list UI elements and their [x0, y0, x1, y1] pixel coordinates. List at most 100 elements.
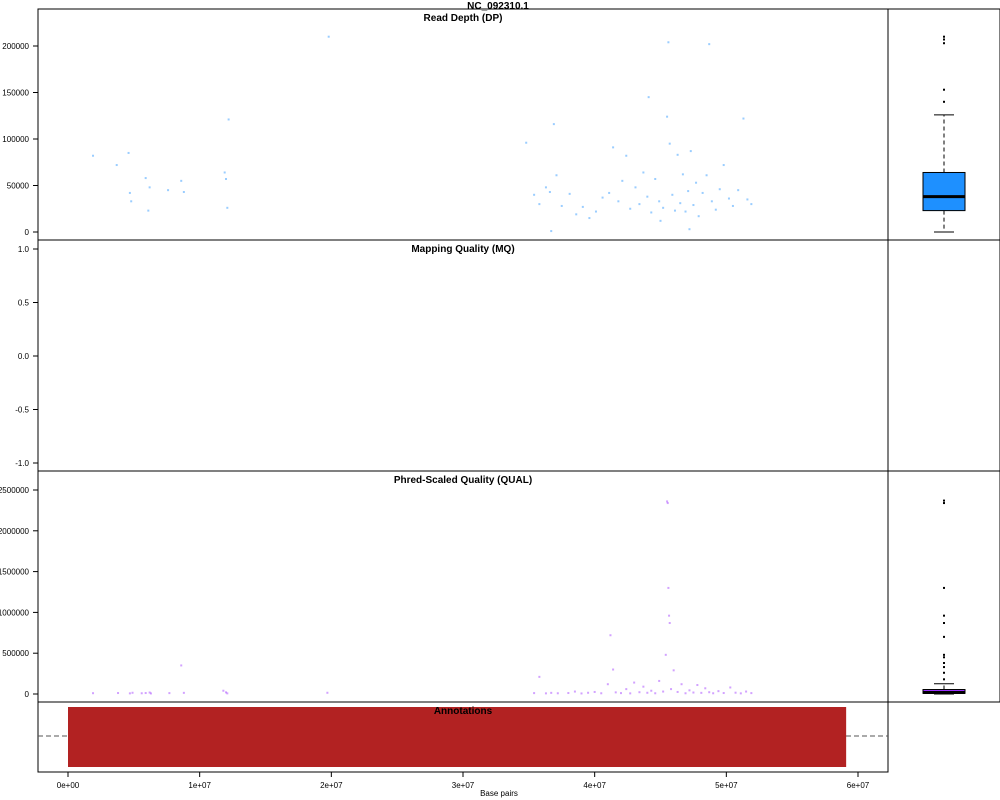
dp-scatter-layer: 0 50000 100000 150000 200000: [2, 35, 753, 237]
dp-point: [568, 192, 571, 195]
qual-point: [708, 691, 711, 694]
dp-point: [727, 197, 730, 200]
mq-y-tick-label: 0.0: [18, 352, 30, 361]
qual-panel-frame: [37, 470, 889, 703]
dp-point: [647, 96, 650, 99]
mq-panel-frame: [37, 239, 889, 472]
dp-box-outlier: [943, 100, 945, 103]
dp-point: [658, 200, 661, 203]
qual-point: [666, 500, 669, 503]
x-tick-label: 5e+07: [715, 781, 738, 790]
dp-point: [575, 213, 578, 216]
dp-box-outlier: [943, 38, 945, 41]
dp-point: [688, 228, 691, 231]
qual-point: [654, 692, 657, 695]
qual-point: [668, 622, 671, 625]
qual-y-tick-label: 1000000: [0, 608, 30, 617]
dp-point: [662, 206, 665, 209]
qual-point: [625, 688, 628, 691]
qual-y-tick-label: 1500000: [0, 568, 30, 577]
mq-box-frame: [887, 239, 1000, 472]
qual-point: [606, 683, 609, 686]
dp-point: [689, 150, 692, 153]
qual-point: [92, 692, 95, 695]
qual-box-outlier: [943, 499, 945, 502]
dp-y-tick-label: 0: [25, 228, 30, 237]
dp-point: [601, 196, 604, 199]
dp-point: [695, 181, 698, 184]
x-tick-label: 3e+07: [452, 781, 475, 790]
dp-point: [673, 209, 676, 212]
dp-point: [629, 207, 632, 210]
qual-point: [676, 690, 679, 693]
qual-point: [696, 684, 699, 687]
dp-y-tick-label: 200000: [2, 42, 29, 51]
mq-y-tick-label: -0.5: [15, 406, 29, 415]
qual-point: [614, 691, 617, 694]
qual-point: [712, 692, 715, 695]
qual-point: [717, 690, 720, 693]
qual-y-tick-label: 2000000: [0, 527, 30, 536]
dp-point: [148, 186, 151, 189]
dp-point: [560, 204, 563, 207]
dp-point: [226, 206, 229, 209]
qual-box-frame: [887, 470, 1000, 703]
dp-point: [708, 43, 711, 46]
x-tick-label: 6e+07: [847, 781, 870, 790]
qual-y-tick-label: 2500000: [0, 486, 30, 495]
qual-point: [612, 668, 615, 671]
qual-box-outlier: [943, 614, 945, 617]
dp-point: [681, 173, 684, 176]
dp-point: [128, 191, 131, 194]
dp-point: [638, 203, 641, 206]
qual-point: [670, 688, 673, 691]
annotation-segment: [68, 707, 847, 767]
dp-point: [667, 41, 670, 44]
qual-point: [672, 669, 675, 672]
qual-boxplot: [922, 499, 966, 695]
qual-point: [144, 692, 147, 695]
dp-point: [533, 193, 536, 196]
qual-box-outlier: [943, 671, 945, 674]
dp-y-tick-label: 50000: [7, 182, 30, 191]
mq-y-tick-label: -1.0: [15, 459, 29, 468]
qual-point: [148, 691, 151, 694]
dp-panel-frame: [37, 8, 889, 241]
qual-point: [544, 692, 547, 695]
dp-point: [525, 141, 528, 144]
qual-point: [668, 614, 671, 617]
dp-boxplot: [922, 35, 966, 233]
mq-title: Mapping Quality (MQ): [411, 244, 514, 255]
qual-point: [680, 683, 683, 686]
dp-point: [705, 174, 708, 177]
dp-point: [646, 195, 649, 198]
qual-box-outlier: [943, 635, 945, 638]
dp-point: [722, 164, 725, 167]
qual-point: [620, 692, 622, 695]
qual-point: [666, 502, 669, 505]
dp-point: [147, 209, 150, 212]
qual-point: [222, 689, 225, 692]
qual-box-outlier: [943, 653, 945, 656]
dp-point: [594, 210, 597, 213]
dp-point: [654, 177, 657, 180]
qual-point: [168, 692, 171, 695]
dp-box-outlier: [943, 35, 945, 38]
qual-box-outlier: [943, 656, 945, 659]
qual-point: [642, 685, 645, 688]
dp-point: [182, 191, 185, 194]
dp-point: [144, 177, 147, 180]
qual-point: [734, 691, 737, 694]
dp-point: [676, 153, 679, 156]
qual-point: [745, 690, 748, 693]
qual-box-outlier: [943, 502, 945, 505]
qual-point: [722, 692, 725, 695]
dp-y-tick-label: 150000: [2, 89, 29, 98]
qual-point: [573, 690, 576, 693]
dp-point: [666, 115, 669, 118]
qual-point: [609, 634, 612, 637]
dp-box-iqr-box: [922, 171, 966, 212]
annotations-title: Annotations: [434, 706, 493, 717]
dp-point: [612, 146, 615, 149]
